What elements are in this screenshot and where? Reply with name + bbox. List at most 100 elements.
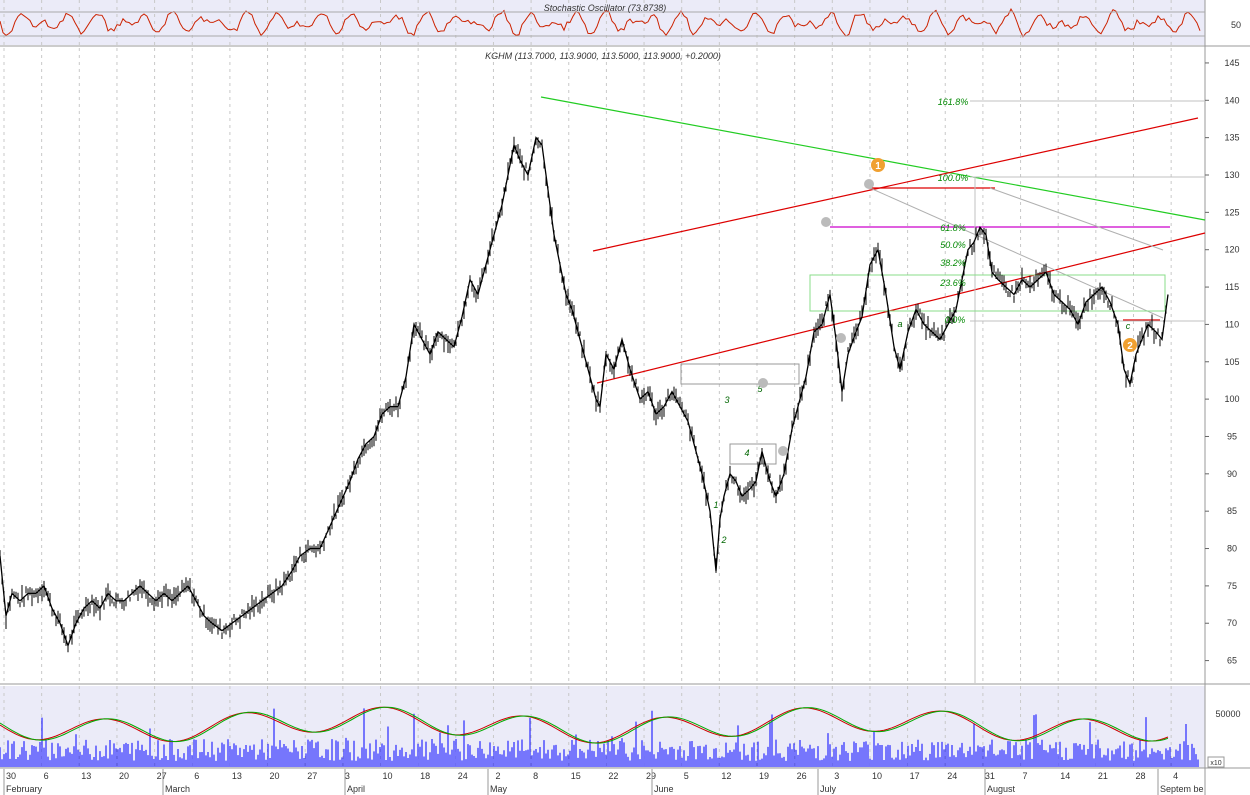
fib-100-label: 100.0% — [938, 173, 969, 183]
y-tick-label: 105 — [1224, 357, 1239, 367]
marker-2-circle — [1123, 338, 1137, 352]
grey-marker — [836, 333, 846, 343]
y-tick-label: 145 — [1224, 58, 1239, 68]
fib-23-label: 23.6% — [939, 278, 966, 288]
x-day-label: 29 — [646, 771, 656, 781]
stochastic-title: Stochastic Oscillator (73.8738) — [544, 3, 667, 13]
chart-title: KGHM (113.7000, 113.9000, 113.5000, 113.… — [485, 51, 721, 61]
wave-label-c: c — [1126, 321, 1131, 331]
major-wave-markers: 1 2 — [871, 158, 1137, 352]
wave-label-3: 3 — [724, 395, 729, 405]
x-day-label: 26 — [797, 771, 807, 781]
x-day-label: 8 — [533, 771, 538, 781]
x-month-label: March — [165, 784, 190, 794]
fib-38-label: 38.2% — [940, 258, 966, 268]
x-month-label: June — [654, 784, 674, 794]
grey-box-1 — [680, 363, 800, 385]
x-axis-month-labels: February March April May June July August Septe… — [3, 769, 1204, 795]
x-day-label: 3 — [345, 771, 350, 781]
minor-wave-markers — [758, 179, 874, 456]
x-day-label: 27 — [307, 771, 317, 781]
y-tick-label: 65 — [1227, 656, 1237, 666]
price-panel — [0, 48, 1205, 683]
x-month-label: August — [987, 784, 1016, 794]
price-bars — [0, 136, 1167, 653]
x-day-label: 20 — [270, 771, 280, 781]
x-day-label: 13 — [81, 771, 91, 781]
y-tick-label: 130 — [1224, 170, 1239, 180]
x-day-label: 30 — [6, 771, 16, 781]
y-tick-label: 100 — [1224, 394, 1239, 404]
y-tick-label: 80 — [1227, 544, 1237, 554]
y-tick-label: 140 — [1224, 95, 1239, 105]
wave-label-a: a — [897, 319, 902, 329]
grey-marker — [758, 378, 768, 388]
x-day-label: 17 — [910, 771, 920, 781]
channel-upper-line — [592, 117, 1199, 252]
grey-marker — [864, 179, 874, 189]
y-tick-label: 125 — [1224, 207, 1239, 217]
x-day-label: 13 — [232, 771, 242, 781]
fib-161-label: 161.8% — [938, 97, 969, 107]
x-day-label: 31 — [985, 771, 995, 781]
wave-labels: 1 2 3 4 5 a c — [713, 319, 1130, 545]
x-day-label: 6 — [44, 771, 49, 781]
grey-marker — [821, 217, 831, 227]
grey-diagonal-line — [869, 187, 1164, 319]
x-day-label: 10 — [872, 771, 882, 781]
marker-1-label: 1 — [875, 161, 881, 172]
x-day-label: 27 — [157, 771, 167, 781]
x-month-label: February — [6, 784, 43, 794]
y-tick-label: 135 — [1224, 133, 1239, 143]
volume-corner-box — [1207, 756, 1225, 768]
x-day-label: 15 — [571, 771, 581, 781]
volume-axis-label: 50000 — [1215, 709, 1240, 719]
x-axis-day-labels: 30 6 13 20 27 6 13 20 27 3 10 18 24 2 8 15 22 29 5 12 19 26 3 1… — [6, 771, 1178, 781]
y-tick-label: 120 — [1224, 245, 1239, 255]
wave-label-1: 1 — [713, 500, 718, 510]
x-day-label: 24 — [458, 771, 468, 781]
stochastic-axis-label: 50 — [1231, 20, 1241, 30]
fib-labels: 161.8% 100.0% 61.8% 50.0% 38.2% 23.6% 0.… — [938, 97, 969, 325]
x-day-label: 21 — [1098, 771, 1108, 781]
volume-ma-red — [0, 706, 1169, 744]
x-day-label: 20 — [119, 771, 129, 781]
stochastic-line — [0, 8, 1201, 38]
y-tick-label: 90 — [1227, 469, 1237, 479]
grey-diagonal-line-2 — [989, 187, 1164, 251]
y-tick-label: 70 — [1227, 618, 1237, 628]
grey-marker — [778, 446, 788, 456]
x-day-label: 6 — [194, 771, 199, 781]
volume-bars — [0, 708, 1199, 767]
x-day-label: 5 — [684, 771, 689, 781]
x-day-label: 14 — [1060, 771, 1070, 781]
stochastic-panel — [0, 0, 1205, 45]
volume-corner-label: x10 — [1210, 760, 1221, 767]
marker-1-circle — [871, 158, 885, 172]
wave-label-5: 5 — [757, 384, 763, 394]
x-month-label: April — [347, 784, 365, 794]
x-day-label: 12 — [721, 771, 731, 781]
x-day-label: 2 — [495, 771, 500, 781]
x-day-label: 7 — [1023, 771, 1028, 781]
x-day-label: 19 — [759, 771, 769, 781]
green-box — [809, 274, 1166, 312]
vertical-gridlines — [3, 0, 1172, 768]
volume-ma-green — [0, 706, 1169, 744]
y-tick-label: 115 — [1225, 282, 1239, 292]
wave-label-4: 4 — [744, 448, 749, 458]
y-tick-label: 75 — [1227, 581, 1237, 591]
x-day-label: 28 — [1136, 771, 1146, 781]
y-tick-label: 95 — [1227, 431, 1237, 441]
y-tick-label: 110 — [1225, 319, 1239, 329]
x-day-label: 18 — [420, 771, 430, 781]
y-axis-ticks: 65 70 75 80 85 90 95 100 105 110 115 120 125 130 135 14… — [1205, 58, 1240, 666]
x-day-label: 3 — [834, 771, 839, 781]
x-day-label: 10 — [383, 771, 393, 781]
wave-label-2: 2 — [720, 535, 726, 545]
x-month-label: July — [820, 784, 837, 794]
grey-box-2 — [729, 443, 777, 465]
channel-lower-line — [596, 232, 1206, 384]
green-trendline — [540, 96, 1206, 221]
